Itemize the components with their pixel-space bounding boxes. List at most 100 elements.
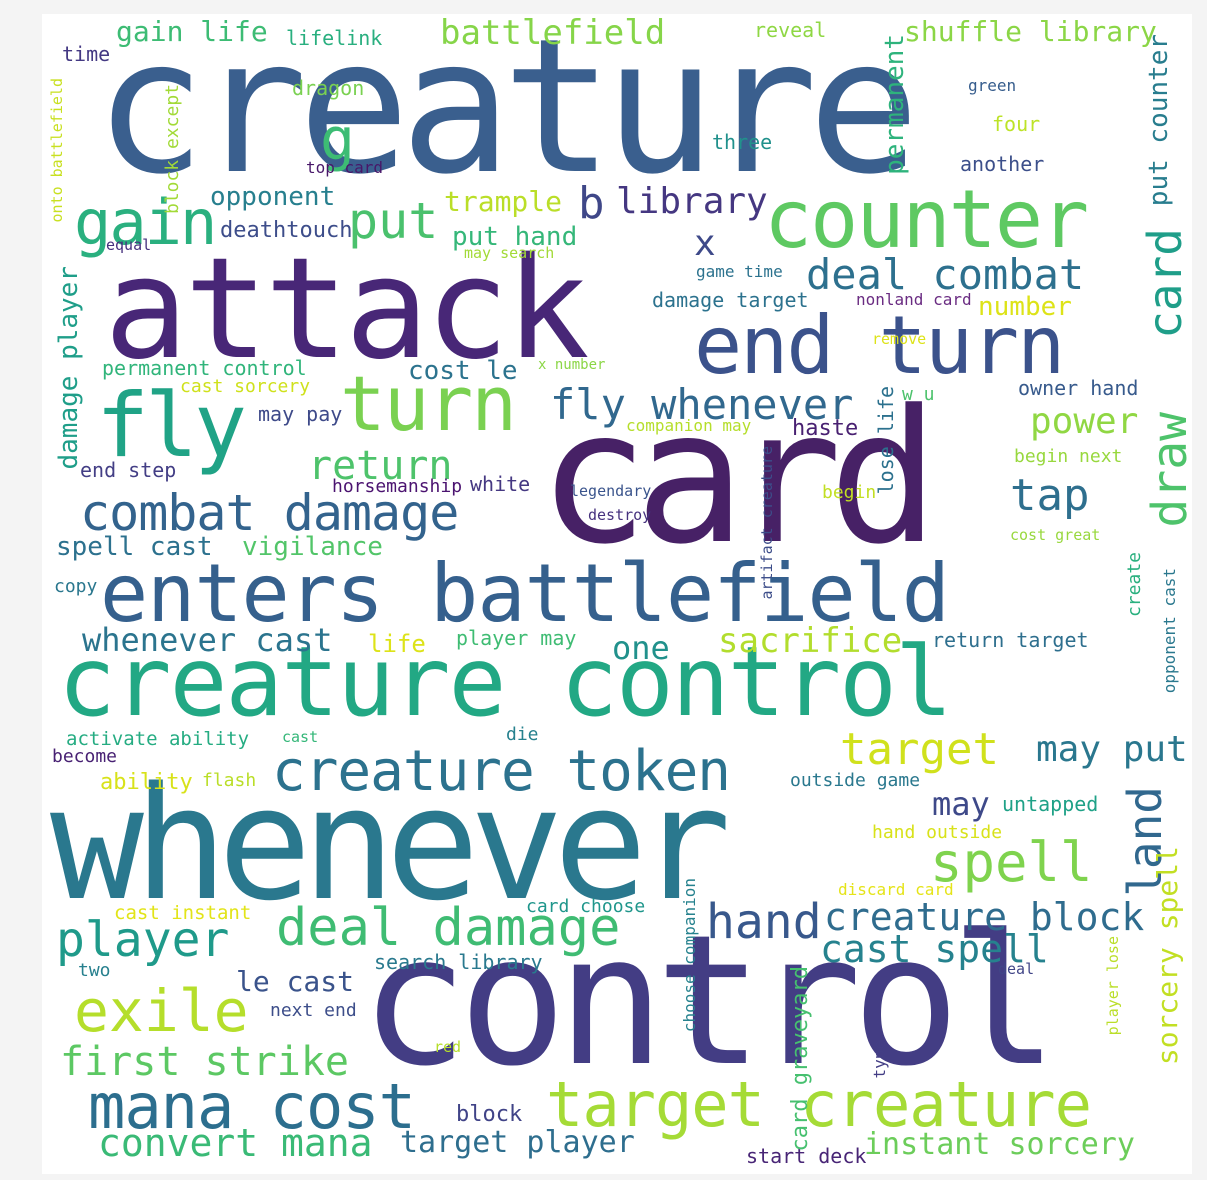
word-end-turn: end turn xyxy=(694,299,1065,392)
word-gain-life: gain life xyxy=(116,15,268,48)
word-battlefield: battlefield xyxy=(440,14,666,53)
word-spell: spell xyxy=(930,831,1093,894)
word-sorcery-spell: sorcery spell xyxy=(1151,846,1184,1066)
word-create: create xyxy=(1124,552,1145,618)
word-hand-outside: hand outside xyxy=(872,822,1003,843)
word-card-choose: card choose xyxy=(526,896,646,917)
word-return-target: return target xyxy=(932,628,1089,652)
word-convert-mana: convert mana xyxy=(98,1121,373,1165)
word-time: time xyxy=(62,42,111,66)
word-x-number: x number xyxy=(538,357,606,373)
word-fly: fly xyxy=(96,374,247,477)
word-permanent: permanent xyxy=(880,34,910,175)
word-destroy: destroy xyxy=(588,506,652,524)
word-begin: begin xyxy=(822,482,877,503)
word-reveal: reveal xyxy=(754,18,827,42)
word-vigilance: vigilance xyxy=(242,532,383,562)
word-one: one xyxy=(612,629,670,667)
word-permanent-control: permanent control xyxy=(102,356,307,380)
word-counter: counter xyxy=(764,173,1089,266)
word-tap: tap xyxy=(1010,470,1090,521)
word-lifelink: lifelink xyxy=(286,26,383,50)
word-enters-battlefield: enters battlefield xyxy=(100,547,950,640)
word-die: die xyxy=(506,724,539,745)
word-deathtouch: deathtouch xyxy=(220,218,353,243)
word-exile: exile xyxy=(74,977,249,1045)
word-instant-sorcery: instant sorcery xyxy=(864,1127,1135,1162)
word-shuffle-library: shuffle library xyxy=(904,15,1157,48)
word-copy: copy xyxy=(54,576,98,597)
word-whenever-cast: whenever cast xyxy=(82,621,333,659)
word-top-card: top card xyxy=(306,158,384,177)
word-haste: haste xyxy=(792,416,859,441)
word-may-search: equal xyxy=(106,236,152,254)
word-activate-ability: activate ability xyxy=(66,728,250,750)
word-onto-battlefield: onto battlefield xyxy=(48,78,66,223)
word-combat-damage: combat damage xyxy=(80,484,459,542)
word-gain: gain xyxy=(74,186,217,259)
word-whenever: whenever xyxy=(50,753,731,935)
word-become: become xyxy=(52,746,118,767)
word-next-end: next end xyxy=(270,1000,357,1021)
word-ability: ability xyxy=(100,770,193,795)
word-card-small: card xyxy=(1138,228,1192,339)
word-red: red xyxy=(434,1038,462,1056)
word-le-cast: le cast xyxy=(236,965,355,998)
word-cast-sorcery: cast sorcery xyxy=(180,376,311,397)
word-creature-block: creature block xyxy=(824,895,1145,939)
word-player-lose: player lose xyxy=(1104,936,1122,1036)
word-game-time: game time xyxy=(696,262,783,281)
word-may: may xyxy=(932,785,990,823)
word-creature-control: creature control xyxy=(58,626,953,738)
word-three: three xyxy=(712,130,773,154)
word-creature: creature xyxy=(94,14,920,215)
word-lose-life: lose life xyxy=(874,386,898,495)
word-deal-damage: deal damage xyxy=(276,898,621,958)
word-target-creature: target creature xyxy=(546,1068,1092,1141)
word-player-may: player may xyxy=(456,626,577,650)
word-owner-hand: owner hand xyxy=(1018,376,1139,400)
word-nonland-card: nonland card xyxy=(856,290,972,309)
word-opponent-cast: opponent cast xyxy=(1160,568,1179,694)
word-damage-target: damage target xyxy=(652,288,809,312)
word-cast-spell: cast spell xyxy=(820,927,1049,971)
word-target: target xyxy=(840,724,999,775)
word-fly-whenever: fly whenever xyxy=(550,380,854,429)
word-two: two xyxy=(78,960,111,981)
word-deal-combat: deal combat xyxy=(806,250,1085,299)
word-untapped: untapped xyxy=(1002,792,1099,816)
word-b: b xyxy=(578,178,605,229)
word-trample: trample xyxy=(444,185,563,218)
word-end-step: end step xyxy=(80,458,177,482)
word-w-u: w u xyxy=(902,384,935,405)
word-sacrifice: sacrifice xyxy=(718,621,903,661)
word-put: put xyxy=(348,192,439,250)
word-type: type xyxy=(870,1040,889,1079)
word-block: block xyxy=(456,1102,523,1127)
word-first-strike: first strike xyxy=(60,1039,349,1085)
word-may-put: may put xyxy=(1036,729,1188,770)
word-four: four xyxy=(992,112,1041,136)
word-card: card xyxy=(538,371,939,585)
word-legendary: legendary xyxy=(570,482,652,500)
word-equal: block except xyxy=(162,84,183,215)
word-library: library xyxy=(616,181,768,222)
word-cost-great: cost great xyxy=(1010,526,1101,544)
word-cast-instant: cast instant xyxy=(114,902,252,924)
word-begin-next: begin next xyxy=(1014,446,1123,467)
word-power: power xyxy=(1030,401,1139,442)
word-search-library: search library xyxy=(374,950,543,974)
word-choose-companion: choose companion xyxy=(680,878,699,1033)
word-draw: draw xyxy=(1142,412,1192,528)
word-dragon: dragon xyxy=(292,76,365,100)
word-horsemanship: horsemanship xyxy=(332,476,463,497)
word-outside-game: outside game xyxy=(790,770,921,791)
word-may-pay: may pay xyxy=(258,402,343,426)
word-control: control xyxy=(360,897,1059,1106)
word-start-deck: start deck xyxy=(746,1144,867,1168)
word-put-hand: put hand xyxy=(452,222,578,252)
word-cloud: creature attack card whenever control cr… xyxy=(42,14,1192,1174)
word-cost-le: cost le xyxy=(408,356,518,386)
word-player: player xyxy=(56,912,230,968)
word-artifact-creature: artifact creature xyxy=(758,446,776,600)
